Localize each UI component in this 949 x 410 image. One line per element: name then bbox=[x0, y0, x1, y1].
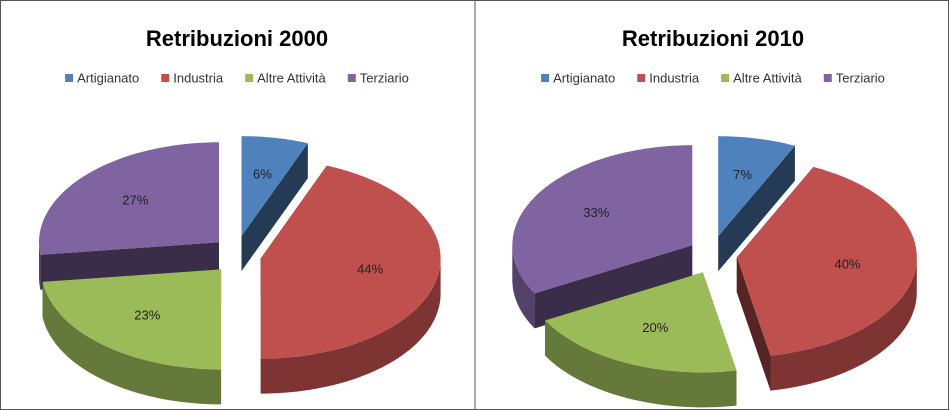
legend-swatch bbox=[245, 74, 254, 82]
slice-side bbox=[718, 145, 795, 272]
legend-label: Industria bbox=[649, 70, 700, 85]
data-label: 20% bbox=[642, 320, 668, 335]
slice-wall bbox=[39, 242, 41, 290]
data-label: 6% bbox=[253, 167, 272, 182]
legend-swatch bbox=[541, 74, 550, 82]
slice bbox=[718, 136, 795, 237]
slice-wall bbox=[260, 258, 441, 394]
slice-side bbox=[534, 245, 693, 329]
legend-label: Artigianato bbox=[553, 70, 615, 85]
data-label: 23% bbox=[134, 307, 160, 322]
legend-label: Industria bbox=[173, 70, 224, 85]
slice bbox=[39, 142, 219, 255]
legend-swatch bbox=[347, 74, 356, 82]
legend-swatch bbox=[823, 74, 832, 82]
slice bbox=[42, 269, 222, 370]
data-label: 40% bbox=[835, 257, 861, 272]
legend-label: Terziario bbox=[360, 70, 409, 85]
legend-swatch bbox=[65, 74, 74, 82]
slice bbox=[260, 165, 441, 359]
chart-title: Retribuzioni 2000 bbox=[146, 26, 328, 51]
legend-label: Artigianato bbox=[77, 70, 139, 85]
legend-swatch bbox=[721, 74, 730, 82]
slice-wall bbox=[545, 320, 737, 408]
slice-side bbox=[241, 143, 308, 272]
slice-wall bbox=[770, 257, 917, 391]
chart-title: Retribuzioni 2010 bbox=[622, 26, 804, 51]
slice-wall bbox=[512, 245, 535, 329]
legend-swatch bbox=[161, 74, 170, 82]
data-label: 44% bbox=[357, 262, 383, 277]
legend: Artigianato Industria Altre Attività Terzia… bbox=[65, 70, 409, 85]
legend-label: Altre Attività bbox=[733, 70, 802, 85]
slice bbox=[736, 166, 917, 356]
slice bbox=[545, 272, 737, 373]
data-label: 33% bbox=[583, 205, 609, 220]
slice-side bbox=[736, 257, 771, 391]
data-label: 27% bbox=[122, 193, 148, 208]
slice bbox=[512, 145, 693, 294]
legend-swatch bbox=[637, 74, 646, 82]
legend-label: Altre Attività bbox=[257, 70, 326, 85]
data-label: 7% bbox=[733, 167, 752, 182]
legend-label: Terziario bbox=[836, 70, 885, 85]
legend: Artigianato Industria Altre Attività Terzia… bbox=[541, 70, 885, 85]
slice bbox=[241, 136, 308, 237]
slice-wall bbox=[42, 281, 222, 405]
